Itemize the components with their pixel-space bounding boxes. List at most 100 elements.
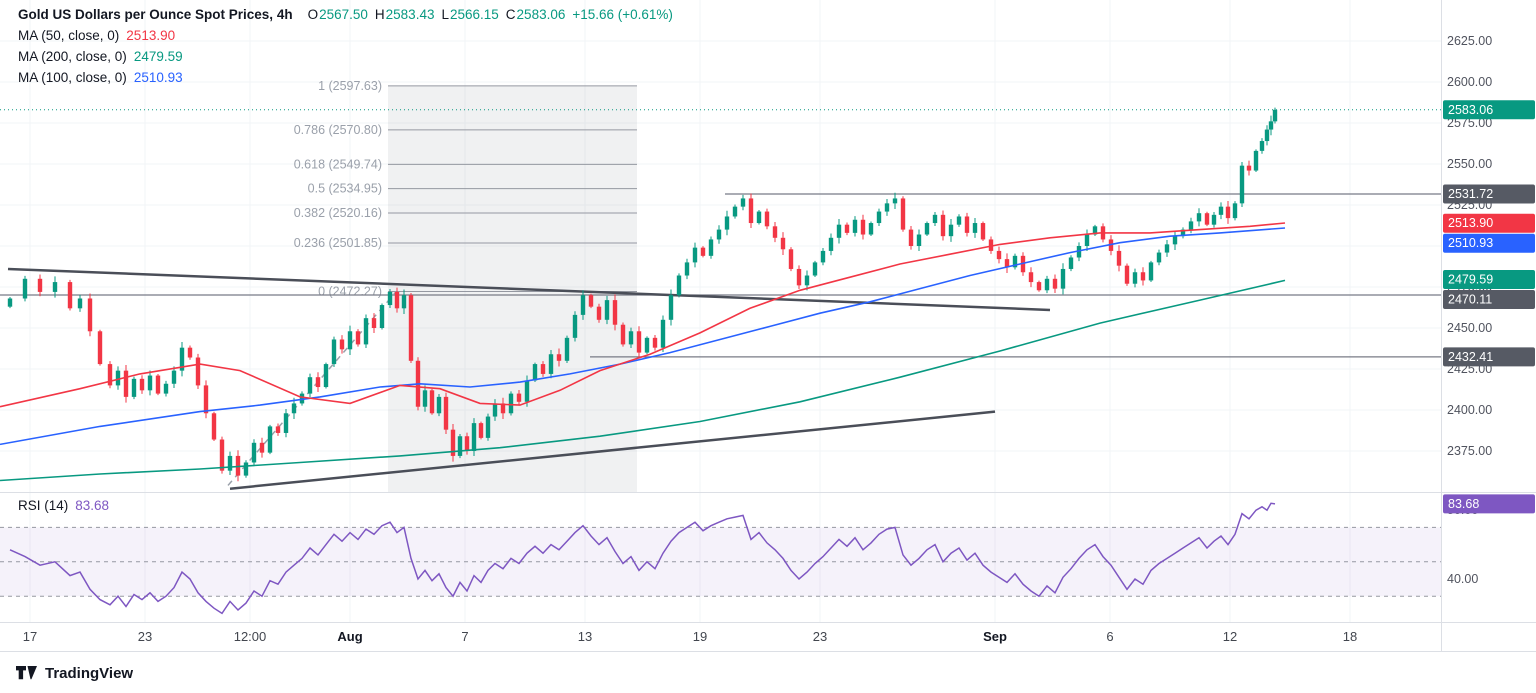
candle-body <box>243 462 249 476</box>
candle-body <box>394 291 400 309</box>
time-axis-label[interactable]: 23 <box>813 629 827 644</box>
candle-body <box>436 396 442 414</box>
fib-label: 0.618 (2549.74) <box>294 157 382 171</box>
candle-body <box>422 390 428 407</box>
candle-body <box>660 319 666 348</box>
candle-body <box>275 426 281 433</box>
candle-body <box>788 249 794 269</box>
symbol-title[interactable]: Gold US Dollars per Ounce Spot Prices, 4… <box>18 7 293 22</box>
candle-body <box>77 298 83 309</box>
candle-body <box>37 278 43 292</box>
price-chart-canvas[interactable]: 1 (2597.63) 0.786 (2570.80) 0.618 (2549.74… <box>0 0 1536 652</box>
candle-body <box>732 206 738 217</box>
rsi-value: 83.68 <box>75 498 110 513</box>
ma100-legend-row[interactable]: MA (100, close, 0) 2510.93 <box>18 67 673 88</box>
candle-body <box>408 295 414 361</box>
fib-label: 0.236 (2501.85) <box>294 236 382 250</box>
time-axis-label[interactable]: 17 <box>23 629 37 644</box>
rsi-line[interactable] <box>9 502 1276 615</box>
time-axis-label[interactable]: 12:00 <box>234 629 267 644</box>
rsi-legend-row[interactable]: RSI (14) 83.68 <box>18 496 109 516</box>
candle-body <box>820 250 826 263</box>
candle-body <box>1068 257 1074 269</box>
candle-body <box>772 226 778 238</box>
candle-body <box>471 423 477 451</box>
candle-body <box>572 314 578 338</box>
rsi-panel[interactable] <box>0 493 1441 622</box>
ma50-value: 2513.90 <box>126 28 176 43</box>
price-axis-label[interactable]: 2400.00 <box>1447 403 1492 417</box>
main-panel[interactable]: 1 (2597.63) 0.786 (2570.80) 0.618 (2549.74… <box>0 0 1441 492</box>
candle-body <box>916 234 922 246</box>
ma-50-line[interactable] <box>0 222 1286 408</box>
trend-line[interactable] <box>229 410 996 490</box>
candle-body <box>644 337 650 353</box>
time-axis-label[interactable]: 23 <box>138 629 152 644</box>
price-badge <box>1443 269 1535 289</box>
tradingview-logo[interactable]: TradingView <box>16 665 133 682</box>
ma200-legend-row[interactable]: MA (200, close, 0) 2479.59 <box>18 46 673 67</box>
candle-body <box>956 216 962 225</box>
price-axis-label[interactable]: 2450.00 <box>1447 321 1492 335</box>
rsi-axis-label[interactable]: 40.00 <box>1447 572 1478 586</box>
candle-body <box>1028 272 1034 283</box>
price-badge-text: 2513.90 <box>1448 216 1493 230</box>
ohlc-open-key: O <box>307 7 319 22</box>
fib-label: 0.5 (2534.95) <box>308 182 382 196</box>
fib-label: 0.382 (2520.16) <box>294 206 382 220</box>
symbol-legend-row[interactable]: Gold US Dollars per Ounce Spot Prices, 4… <box>18 4 673 25</box>
candle-body <box>163 383 169 394</box>
candle-body <box>948 224 954 237</box>
candle-body <box>828 237 834 251</box>
time-axis-label[interactable]: 12 <box>1223 629 1237 644</box>
candle-body <box>764 211 770 227</box>
candle-body <box>331 339 337 365</box>
candle-body <box>700 247 706 256</box>
candle-body <box>155 375 161 394</box>
candle-body <box>692 247 698 263</box>
candle-body <box>684 262 690 276</box>
candle-body <box>932 214 938 224</box>
time-axis-label[interactable]: Sep <box>983 629 1007 644</box>
candle-body <box>267 426 273 453</box>
candle-body <box>371 318 377 328</box>
candle-body <box>804 275 810 286</box>
time-axis-label[interactable]: 13 <box>578 629 592 644</box>
time-axis-label[interactable]: 6 <box>1106 629 1113 644</box>
candle-body <box>980 223 986 240</box>
price-axis-label[interactable]: 2600.00 <box>1447 75 1492 89</box>
tradingview-logo-icon <box>16 665 37 679</box>
candle-body <box>123 370 129 397</box>
price-axis-label[interactable]: 2550.00 <box>1447 157 1492 171</box>
ma-100-line[interactable] <box>0 227 1286 446</box>
price-axis-label[interactable]: 2575.00 <box>1447 116 1492 130</box>
ma50-legend-row[interactable]: MA (50, close, 0) 2513.90 <box>18 25 673 46</box>
candle-body <box>1164 244 1170 253</box>
candle-body <box>1132 272 1138 284</box>
time-axis-label[interactable]: Aug <box>337 629 362 644</box>
axes[interactable]: 2625.002600.002575.002550.002525.002500.… <box>0 0 1536 652</box>
candle-body <box>884 203 890 212</box>
candle-body <box>1052 278 1058 289</box>
time-axis-label[interactable]: 19 <box>693 629 707 644</box>
candle-body <box>22 278 28 299</box>
price-badge-text: 2583.06 <box>1448 103 1493 117</box>
price-axis-label[interactable]: 2625.00 <box>1447 34 1492 48</box>
time-axis-label[interactable]: 18 <box>1343 629 1357 644</box>
ma-200-line[interactable] <box>0 279 1286 482</box>
candle-body <box>115 370 121 386</box>
trend-line[interactable] <box>7 267 1051 312</box>
candle-body <box>972 223 978 233</box>
candle-body <box>1225 206 1231 219</box>
candle-body <box>211 413 217 440</box>
candle-body <box>708 239 714 256</box>
rsi-badge <box>1443 494 1535 514</box>
candle-body <box>524 380 530 402</box>
time-axis-label[interactable]: 7 <box>461 629 468 644</box>
candle-body <box>52 282 58 292</box>
price-badge-text: 2510.93 <box>1448 236 1493 250</box>
price-axis-label[interactable]: 2375.00 <box>1447 444 1492 458</box>
rsi-badge-text: 83.68 <box>1448 497 1479 511</box>
candle-body <box>219 439 225 471</box>
candle-body <box>1084 234 1090 246</box>
